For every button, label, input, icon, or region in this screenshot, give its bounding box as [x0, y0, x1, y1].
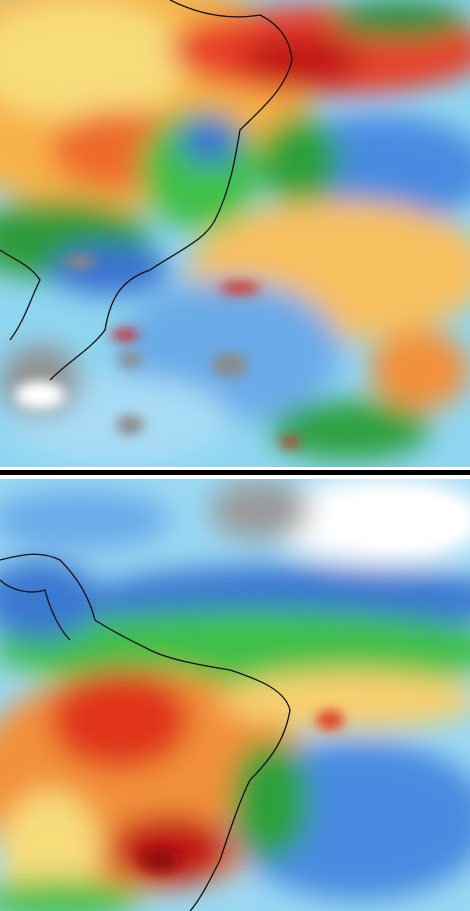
panel-separator-line [0, 470, 470, 475]
bottom-map-panel [0, 479, 470, 911]
coastline [0, 553, 291, 911]
top-map-panel [0, 0, 470, 467]
coastline [0, 0, 293, 381]
